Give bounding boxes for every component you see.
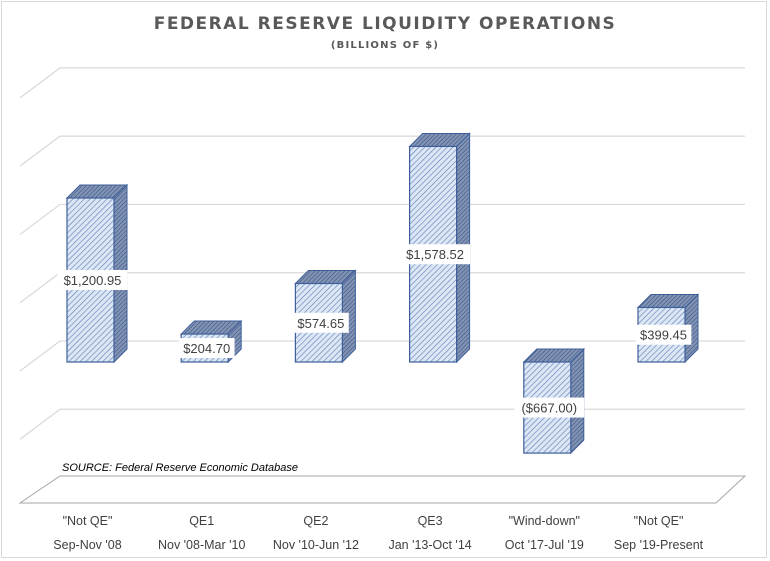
category-label: "Not QE" — [63, 514, 113, 528]
bar: $574.65 — [293, 269, 357, 364]
gridline — [19, 67, 745, 99]
data-label: ($667.00) — [521, 401, 577, 416]
data-label: $399.45 — [640, 328, 687, 343]
category-label: Sep '19-Present — [614, 538, 704, 552]
gridline — [19, 408, 745, 440]
bar: ($667.00) — [514, 347, 586, 455]
data-label-box — [57, 270, 128, 290]
bar: $1,578.52 — [400, 132, 471, 364]
data-label: $204.70 — [183, 341, 230, 356]
gridline — [19, 135, 745, 167]
category-label: Oct '17-Jul '19 — [505, 538, 584, 552]
gridline — [19, 203, 745, 235]
data-label: $574.65 — [297, 316, 344, 331]
category-label: "Wind-down" — [509, 514, 580, 528]
category-label: QE2 — [303, 514, 328, 528]
bar: $1,200.95 — [57, 183, 129, 364]
source-annotation: SOURCE: Federal Reserve Economic Databas… — [62, 462, 298, 474]
data-label-box — [400, 244, 471, 265]
category-label: Nov '10-Jun '12 — [273, 538, 359, 552]
category-label: QE1 — [189, 514, 214, 528]
chart-subtitle: (BILLIONS OF $) — [331, 40, 439, 51]
data-label-box — [178, 338, 235, 359]
category-label: Nov '08-Mar '10 — [158, 538, 245, 552]
category-label: QE3 — [418, 514, 443, 528]
category-label: "Not QE" — [634, 514, 684, 528]
gridline — [19, 272, 745, 304]
chart-title: FEDERAL RESERVE LIQUIDITY OPERATIONS — [154, 14, 617, 34]
data-label-box — [635, 324, 692, 345]
floor — [18, 475, 747, 504]
bar: $399.45 — [635, 293, 700, 364]
data-label-box — [514, 397, 585, 418]
gridline — [19, 340, 745, 372]
data-label: $1,200.95 — [64, 273, 122, 288]
bar: $204.70 — [178, 319, 243, 364]
category-label: Sep-Nov '08 — [53, 538, 121, 552]
data-label: $1,578.52 — [406, 247, 464, 262]
data-label-box — [293, 312, 349, 333]
category-label: Jan '13-Oct '14 — [388, 538, 471, 552]
